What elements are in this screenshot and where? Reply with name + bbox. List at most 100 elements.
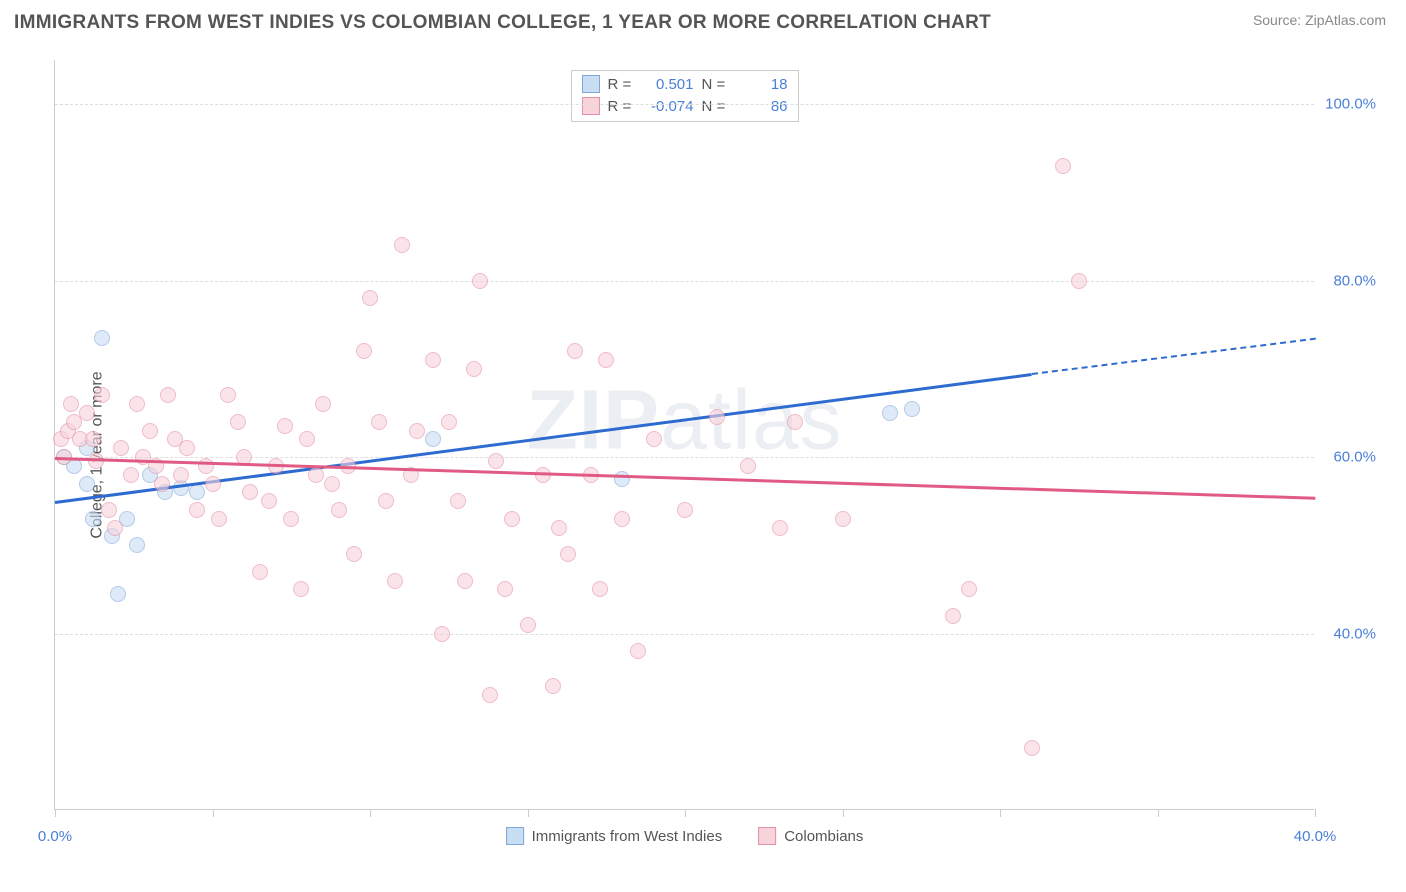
y-tick-label: 80.0% [1333, 272, 1376, 289]
header: IMMIGRANTS FROM WEST INDIES VS COLOMBIAN… [0, 0, 1406, 38]
y-tick-label: 60.0% [1333, 449, 1376, 466]
data-point [107, 520, 123, 536]
data-point [230, 414, 246, 430]
data-point [614, 471, 630, 487]
data-point [173, 467, 189, 483]
data-point [787, 414, 803, 430]
data-point [79, 405, 95, 421]
data-point [160, 387, 176, 403]
data-point [630, 643, 646, 659]
data-point [434, 626, 450, 642]
stats-swatch-pink [582, 97, 600, 115]
data-point [110, 586, 126, 602]
data-point [497, 581, 513, 597]
stats-n-label: N = [702, 76, 730, 93]
data-point [154, 476, 170, 492]
data-point [425, 431, 441, 447]
data-point [835, 511, 851, 527]
data-point [567, 343, 583, 359]
data-point [94, 330, 110, 346]
data-point [211, 511, 227, 527]
trend-line-dashed [1031, 338, 1315, 375]
data-point [882, 405, 898, 421]
data-point [189, 484, 205, 500]
stats-r-label: R = [608, 76, 636, 93]
chart-container: College, 1 year or more ZIPatlas R = 0.5… [30, 50, 1390, 860]
data-point [85, 511, 101, 527]
legend-item: Colombians [758, 827, 863, 845]
chart-title: IMMIGRANTS FROM WEST INDIES VS COLOMBIAN… [14, 12, 991, 34]
x-tick [528, 809, 529, 817]
x-tick-label: 0.0% [38, 828, 72, 845]
data-point [387, 573, 403, 589]
watermark-zip: ZIP [526, 372, 660, 466]
data-point [79, 476, 95, 492]
data-point [315, 396, 331, 412]
data-point [709, 409, 725, 425]
data-point [592, 581, 608, 597]
data-point [441, 414, 457, 430]
data-point [189, 502, 205, 518]
data-point [504, 511, 520, 527]
data-point [346, 546, 362, 562]
data-point [331, 502, 347, 518]
legend-item: Immigrants from West Indies [506, 827, 723, 845]
data-point [450, 493, 466, 509]
data-point [520, 617, 536, 633]
stats-row: R = -0.074 N = 86 [582, 95, 788, 117]
data-point [308, 467, 324, 483]
data-point [545, 678, 561, 694]
x-tick [370, 809, 371, 817]
gridline [55, 634, 1314, 635]
data-point [425, 352, 441, 368]
data-point [179, 440, 195, 456]
data-point [1071, 273, 1087, 289]
data-point [142, 423, 158, 439]
x-tick [1158, 809, 1159, 817]
data-point [646, 431, 662, 447]
data-point [740, 458, 756, 474]
stats-r-value: -0.074 [644, 98, 694, 115]
data-point [101, 502, 117, 518]
data-point [324, 476, 340, 492]
data-point [1055, 158, 1071, 174]
x-tick-label: 40.0% [1294, 828, 1337, 845]
data-point [961, 581, 977, 597]
plot-area: ZIPatlas R = 0.501 N = 18 R = -0.074 N =… [54, 60, 1314, 810]
stats-box: R = 0.501 N = 18 R = -0.074 N = 86 [571, 70, 799, 122]
legend-label: Immigrants from West Indies [532, 828, 723, 845]
stats-n-label: N = [702, 98, 730, 115]
data-point [394, 237, 410, 253]
legend-swatch-pink [758, 827, 776, 845]
stats-swatch-blue [582, 75, 600, 93]
data-point [945, 608, 961, 624]
data-point [242, 484, 258, 500]
data-point [466, 361, 482, 377]
legend: Immigrants from West Indies Colombians [506, 827, 864, 845]
stats-row: R = 0.501 N = 18 [582, 73, 788, 95]
gridline [55, 281, 1314, 282]
data-point [277, 418, 293, 434]
stats-n-value: 86 [738, 98, 788, 115]
data-point [677, 502, 693, 518]
data-point [482, 687, 498, 703]
data-point [772, 520, 788, 536]
y-tick-label: 40.0% [1333, 625, 1376, 642]
gridline [55, 104, 1314, 105]
data-point [457, 573, 473, 589]
data-point [85, 431, 101, 447]
data-point [904, 401, 920, 417]
data-point [1024, 740, 1040, 756]
data-point [409, 423, 425, 439]
legend-swatch-blue [506, 827, 524, 845]
stats-r-label: R = [608, 98, 636, 115]
source-label: Source: ZipAtlas.com [1253, 12, 1386, 28]
x-tick [843, 809, 844, 817]
legend-label: Colombians [784, 828, 863, 845]
x-tick [1000, 809, 1001, 817]
y-tick-label: 100.0% [1325, 96, 1376, 113]
data-point [560, 546, 576, 562]
data-point [198, 458, 214, 474]
data-point [551, 520, 567, 536]
data-point [261, 493, 277, 509]
